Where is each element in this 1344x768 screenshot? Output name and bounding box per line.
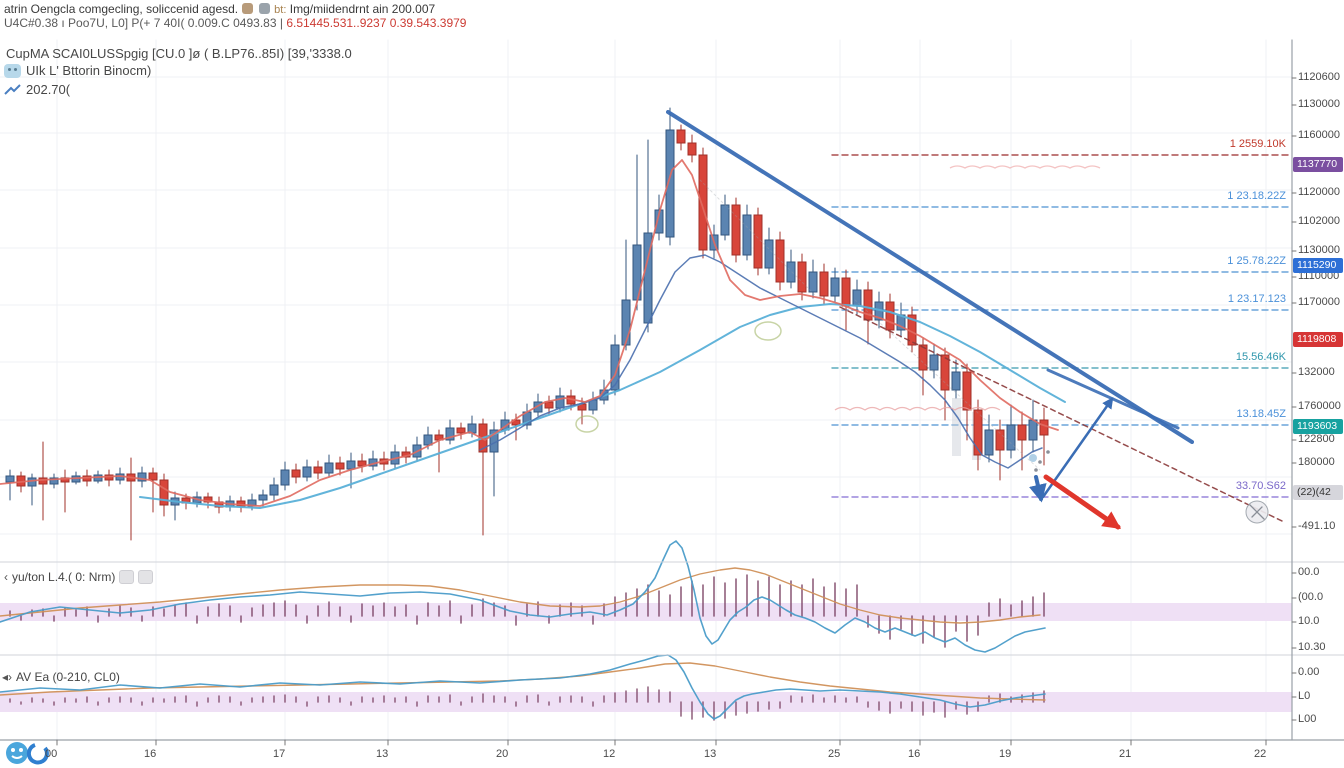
time-axis-label: 21	[1119, 748, 1132, 760]
time-axis-label: 00	[45, 748, 58, 760]
price-axis-label: 1120600	[1298, 71, 1341, 83]
chevron-left-icon: ‹	[4, 570, 8, 584]
indicator1-axis-label: 10.0	[1298, 615, 1320, 627]
gear-icon[interactable]	[138, 570, 154, 584]
mini-clip-icon	[258, 3, 270, 14]
symbol-legend-title[interactable]: CupMA SCAI0LUSSpgig [CU.0 ]ø ( B.LP76..8…	[6, 46, 352, 61]
indicator2-axis-label: 0.00	[1298, 666, 1320, 678]
fib-level-label[interactable]: 33.70.S62	[1235, 480, 1286, 492]
indicator1-axis-label: 00.0	[1298, 566, 1320, 578]
price-axis-label: 1160000	[1298, 129, 1341, 141]
indicator2-axis-label: L0	[1298, 690, 1311, 702]
price-badge: 1115290	[1293, 258, 1343, 273]
fib-level-label[interactable]: 1 25.78.22Z	[1227, 255, 1286, 267]
price-badge: 1193603	[1293, 419, 1343, 434]
bitcoin-icon	[4, 63, 21, 78]
ohlc-change-values: 6.51445.531..9237 0.39.543.3979	[286, 16, 467, 30]
price-badge: 1119808	[1293, 332, 1343, 347]
ohlc-values: U4C#0.38 ı Poo7U, L0] P(+ 7 40I( 0.009.C…	[4, 16, 283, 30]
fib-level-label[interactable]: 1 23.17.123	[1227, 293, 1286, 305]
time-axis-label: 12	[603, 748, 616, 760]
symbol-legend-source[interactable]: UIk L' Bttorin Binocm)	[4, 63, 151, 78]
price-axis-label: 1760000	[1298, 400, 1341, 412]
time-axis-label: 19	[999, 748, 1012, 760]
price-badge: (22)(42	[1293, 485, 1343, 500]
price-axis-label: 1170000	[1298, 296, 1341, 308]
eye-icon[interactable]	[119, 570, 135, 584]
price-axis-label: 1130000	[1298, 244, 1341, 256]
source-label: UIk L' Bttorin Binocm)	[26, 63, 152, 78]
time-axis-label: 20	[496, 748, 509, 760]
price-badge: 1137770	[1293, 157, 1343, 172]
price-axis-label: 122800	[1298, 433, 1335, 445]
price-axis-label: -491.10	[1298, 520, 1336, 532]
fib-level-label[interactable]: 1 2559.10K	[1229, 138, 1286, 150]
panel1-label: yu/ton L.4.( 0: Nrm)	[12, 570, 116, 584]
time-axis-label: 25	[828, 748, 841, 760]
panel2-label: AV Ea (0-210, CL0)	[16, 670, 120, 684]
fib-level-label[interactable]: 1 23.18.22Z	[1227, 190, 1286, 202]
indicator1-axis-label: (00.0	[1298, 591, 1324, 603]
price-axis-label: 1120000	[1298, 186, 1341, 198]
time-axis-label: 13	[376, 748, 389, 760]
sparkline-icon	[4, 83, 21, 95]
title-bt: bt:	[274, 4, 287, 16]
title-text-2: Img/miidendrnt ain 200.007	[289, 2, 436, 16]
indicator2-axis-label: L00	[1298, 713, 1317, 725]
time-axis-label: 13	[704, 748, 717, 760]
indicator-value: 202.70(	[26, 82, 71, 97]
ohlc-status-row: U4C#0.38 ı Poo7U, L0] P(+ 7 40I( 0.009.C…	[4, 16, 466, 30]
indicator1-axis-label: 10.30	[1298, 641, 1326, 653]
window-title: atrin Oengcla comgecling, soliccenid age…	[4, 2, 435, 16]
price-axis-label: 180000	[1298, 456, 1335, 468]
time-axis-label: 16	[144, 748, 157, 760]
time-axis-label: 16	[908, 748, 921, 760]
mini-emoji-icon	[242, 3, 254, 14]
price-axis-label: 1110000	[1298, 270, 1340, 282]
indicator-legend-item[interactable]: 202.70(	[4, 82, 70, 97]
chevrons-icon: ◂›	[2, 670, 13, 684]
time-axis-label: 22	[1254, 748, 1267, 760]
price-axis-label: 1102000	[1298, 215, 1341, 227]
panel1-legend[interactable]: ‹ yu/ton L.4.( 0: Nrm)	[4, 570, 154, 584]
price-axis-label: 132000	[1298, 366, 1335, 378]
fib-level-label[interactable]: 15.56.46K	[1235, 351, 1286, 363]
platform-logo[interactable]	[4, 740, 54, 767]
price-axis-label: 1130000	[1298, 98, 1341, 110]
panel2-legend[interactable]: ◂› AV Ea (0-210, CL0)	[2, 670, 120, 684]
time-axis-label: 17	[273, 748, 286, 760]
fib-level-label[interactable]: 13.18.45Z	[1236, 408, 1286, 420]
title-text: atrin Oengcla comgecling, soliccenid age…	[4, 2, 239, 16]
